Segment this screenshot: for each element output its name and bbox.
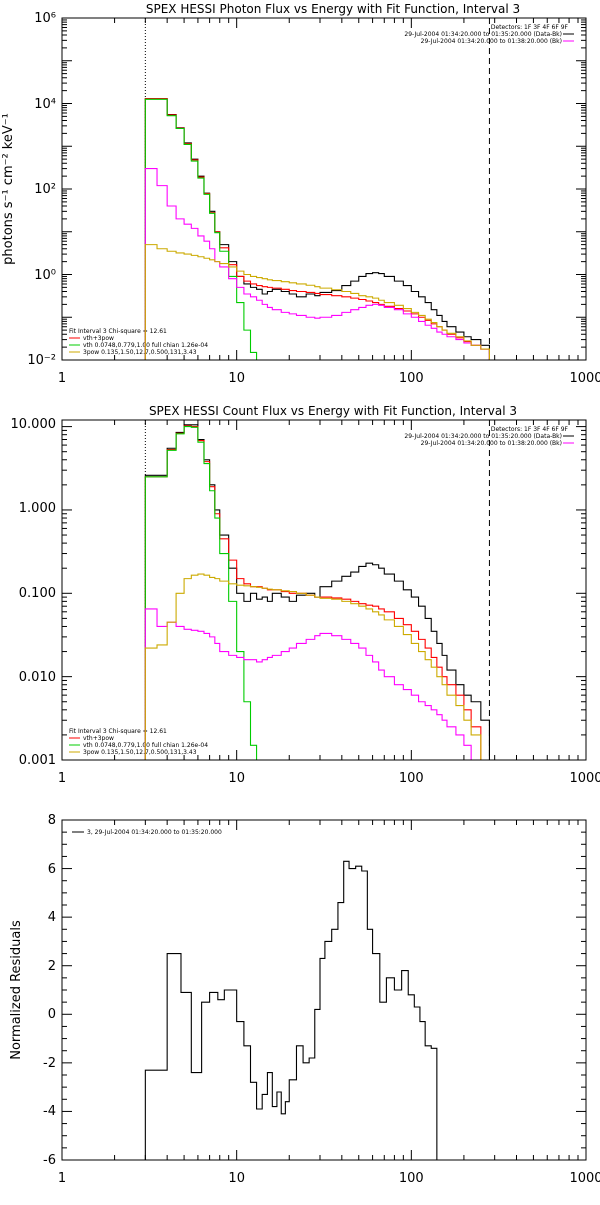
count-flux-ticks bbox=[62, 420, 586, 760]
photon-flux-series-2 bbox=[145, 99, 267, 402]
residuals-x-tick-label: 100 bbox=[399, 1171, 424, 1186]
legend-3pow-label: 3pow 0.135,1.50,12.7,0.500,131,3.43 bbox=[83, 749, 197, 756]
count-flux-legend-bottom: Fit Interval 3 Chi-square = 12.61 vth+3p… bbox=[69, 728, 208, 756]
photon-flux-x-tick-label: 1 bbox=[58, 371, 66, 386]
residuals-x-tick-label: 1 bbox=[58, 1171, 66, 1186]
count-flux-series-4 bbox=[145, 574, 489, 765]
legend-data-bk-label: 29-Jul-2004 01:34:20.000 to 01:35:20.000… bbox=[404, 31, 562, 38]
count-flux-y-tick-label: 10.000 bbox=[11, 417, 57, 432]
legend-vth-3pow-label: vth+3pow bbox=[83, 335, 114, 342]
count-flux-y-tick-label: 0.001 bbox=[19, 753, 56, 768]
count-flux-x-tick-label: 100 bbox=[399, 771, 424, 786]
count-flux-y-tick-label: 0.010 bbox=[19, 670, 56, 685]
photon-flux-legend-bottom: Fit Interval 3 Chi-square = 12.61 vth+3p… bbox=[69, 328, 208, 356]
count-flux-panel: SPEX HESSI Count Flux vs Energy with Fit… bbox=[11, 404, 600, 786]
residuals-y-axis-label: Normalized Residuals bbox=[9, 920, 24, 1060]
count-flux-title: SPEX HESSI Count Flux vs Energy with Fit… bbox=[149, 404, 517, 418]
photon-flux-title: SPEX HESSI Photon Flux vs Energy with Fi… bbox=[146, 2, 520, 16]
legend-detectors-label: Detectors: 1F 3F 4F 6F 9F bbox=[491, 426, 569, 433]
photon-flux-x-tick-label: 10 bbox=[228, 371, 245, 386]
photon-flux-series-3 bbox=[145, 169, 489, 365]
photon-flux-plot-frame bbox=[62, 18, 586, 360]
count-flux-y-tick-label: 1.000 bbox=[19, 501, 56, 516]
residuals-x-tick-label: 1000 bbox=[569, 1171, 600, 1186]
count-flux-x-tick-label: 1 bbox=[58, 771, 66, 786]
residuals-y-tick-label: 8 bbox=[48, 813, 56, 828]
legend-detectors-label: Detectors: 1F 3F 4F 6F 9F bbox=[491, 24, 569, 31]
residuals-panel: Normalized Residuals 1 10 100 1000 -6 -4… bbox=[9, 813, 600, 1186]
legend-vth-3pow-label: vth+3pow bbox=[83, 735, 114, 742]
legend-bk-label: 29-Jul-2004 01:34:20.000 to 01:38:20.000… bbox=[421, 38, 562, 45]
residuals-x-tick-label: 10 bbox=[228, 1171, 245, 1186]
count-flux-plot-frame bbox=[62, 420, 586, 760]
count-flux-y-tick-label: 0.100 bbox=[19, 586, 56, 601]
photon-flux-y-tick-label: 10² bbox=[34, 182, 56, 197]
residuals-series-0 bbox=[145, 861, 437, 1165]
residuals-plot-frame bbox=[62, 820, 586, 1160]
residuals-y-tick-label: 4 bbox=[48, 910, 56, 925]
photon-flux-panel: SPEX HESSI Photon Flux vs Energy with Fi… bbox=[1, 2, 600, 403]
legend-bk-label: 29-Jul-2004 01:34:20.000 to 01:38:20.000… bbox=[421, 440, 562, 447]
legend-3pow-label: 3pow 0.135,1.50,12.7,0.500,131,3.43 bbox=[83, 349, 197, 356]
residuals-legend: 3, 29-Jul-2004 01:34:20.000 to 01:35:20.… bbox=[72, 829, 222, 836]
count-flux-series-2 bbox=[145, 427, 262, 768]
legend-fit-interval-label: Fit Interval 3 Chi-square = 12.61 bbox=[69, 728, 167, 735]
photon-flux-ticks bbox=[62, 18, 586, 360]
residuals-y-tick-label: 0 bbox=[48, 1007, 56, 1022]
photon-flux-series-1 bbox=[145, 99, 489, 365]
legend-residual-label: 3, 29-Jul-2004 01:34:20.000 to 01:35:20.… bbox=[87, 829, 222, 836]
count-flux-x-tick-label: 1000 bbox=[569, 771, 600, 786]
residuals-y-tick-label: -6 bbox=[43, 1153, 56, 1168]
residuals-ticks bbox=[62, 820, 586, 1160]
photon-flux-x-tick-label: 100 bbox=[399, 371, 424, 386]
legend-data-bk-label: 29-Jul-2004 01:34:20.000 to 01:35:20.000… bbox=[404, 433, 562, 440]
photon-flux-y-axis-label: photons s⁻¹ cm⁻² keV⁻¹ bbox=[1, 113, 16, 265]
photon-flux-y-tick-label: 10⁰ bbox=[34, 268, 56, 283]
photon-flux-y-tick-label: 10⁴ bbox=[34, 97, 56, 112]
residuals-y-tick-label: 6 bbox=[48, 862, 56, 877]
count-flux-series-0 bbox=[145, 425, 489, 765]
count-flux-x-tick-label: 10 bbox=[228, 771, 245, 786]
residuals-y-tick-label: 2 bbox=[48, 959, 56, 974]
photon-flux-y-tick-label: 10⁶ bbox=[34, 11, 56, 26]
photon-flux-x-tick-label: 1000 bbox=[569, 371, 600, 386]
residuals-y-tick-label: -4 bbox=[43, 1104, 56, 1119]
residuals-y-tick-label: -2 bbox=[43, 1056, 56, 1071]
photon-flux-y-tick-label: 10⁻² bbox=[27, 353, 56, 368]
legend-fit-interval-label: Fit Interval 3 Chi-square = 12.61 bbox=[69, 328, 167, 335]
photon-flux-series-0 bbox=[145, 99, 489, 365]
